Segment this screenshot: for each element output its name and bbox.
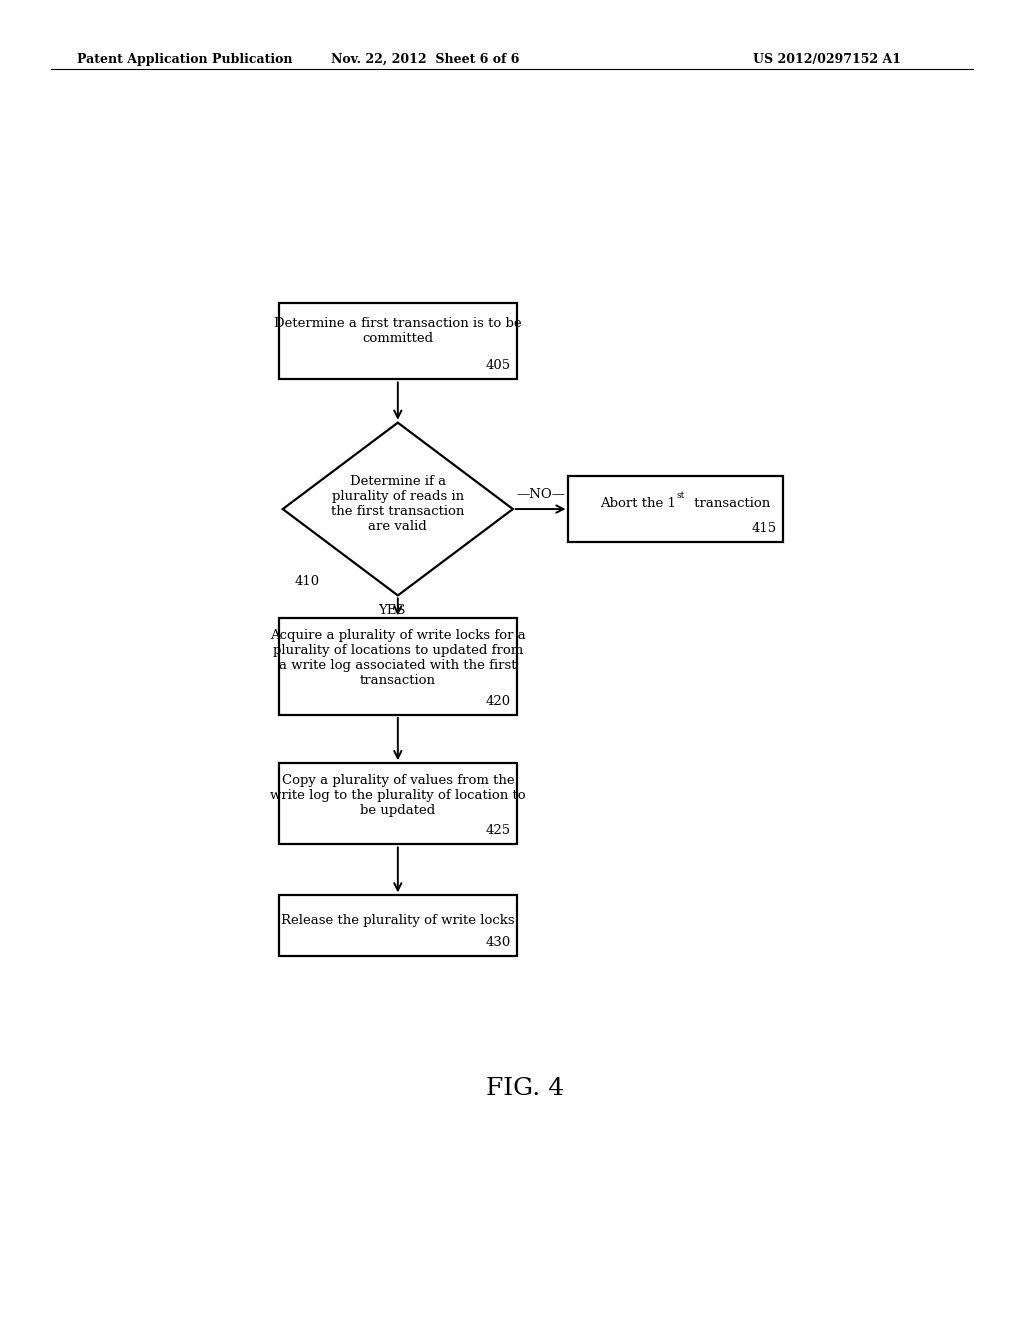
Text: Patent Application Publication: Patent Application Publication [77,53,292,66]
Text: 405: 405 [485,359,511,372]
Polygon shape [283,422,513,595]
Text: Release the plurality of write locks: Release the plurality of write locks [281,915,515,927]
Text: 430: 430 [485,936,511,949]
Text: Nov. 22, 2012  Sheet 6 of 6: Nov. 22, 2012 Sheet 6 of 6 [331,53,519,66]
Bar [279,304,517,379]
Bar [279,895,517,956]
Text: FIG. 4: FIG. 4 [485,1077,564,1100]
Text: Acquire a plurality of write locks for a
plurality of locations to updated from
: Acquire a plurality of write locks for a… [270,630,525,688]
Bar [279,618,517,715]
Text: Abort the 1: Abort the 1 [600,498,676,511]
Text: 420: 420 [485,694,511,708]
Text: Determine a first transaction is to be
committed: Determine a first transaction is to be c… [274,317,521,346]
Text: 425: 425 [485,825,511,837]
Bar [568,477,782,543]
Text: Copy a plurality of values from the
write log to the plurality of location to
be: Copy a plurality of values from the writ… [270,775,525,817]
Text: Determine if a
plurality of reads in
the first transaction
are valid: Determine if a plurality of reads in the… [331,475,465,533]
Text: US 2012/0297152 A1: US 2012/0297152 A1 [753,53,901,66]
Text: —NO—: —NO— [516,488,565,500]
Text: 410: 410 [295,576,319,589]
Text: transaction: transaction [690,498,770,511]
Text: YES: YES [378,603,406,616]
Text: st: st [677,491,685,500]
Text: 415: 415 [752,521,776,535]
Bar [279,763,517,845]
